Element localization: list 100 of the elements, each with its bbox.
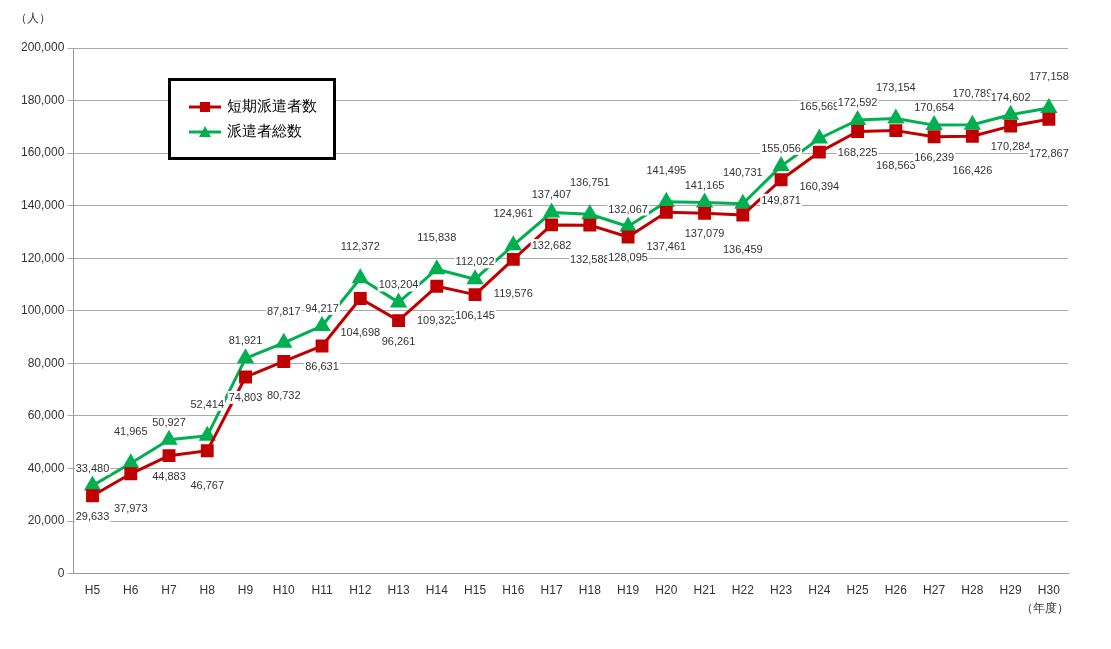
point xyxy=(162,449,176,463)
point xyxy=(698,206,712,220)
x-tick-label: H21 xyxy=(693,583,716,598)
point xyxy=(697,194,713,208)
point xyxy=(161,431,177,445)
data-label: 136,459 xyxy=(722,242,763,255)
x-tick-label: H16 xyxy=(502,583,525,598)
point xyxy=(583,218,597,232)
point xyxy=(545,218,559,232)
y-tick-label: 100,000 xyxy=(20,303,65,318)
point xyxy=(851,125,865,138)
data-label: 166,426 xyxy=(952,164,993,177)
point xyxy=(124,467,138,481)
data-label: 109,323 xyxy=(416,314,457,327)
data-label: 96,261 xyxy=(381,334,416,347)
x-tick-label: H17 xyxy=(540,583,563,598)
x-tick-label: H27 xyxy=(923,583,946,598)
x-tick-label: H10 xyxy=(272,583,296,598)
data-label: 166,239 xyxy=(914,150,954,163)
legend-label: 派遣者総数 xyxy=(227,122,302,141)
point xyxy=(468,288,482,302)
y-tick-label: 20,000 xyxy=(27,513,65,528)
y-tick-label: 160,000 xyxy=(20,145,65,160)
x-tick-label: H26 xyxy=(884,583,908,598)
x-tick-label: H28 xyxy=(961,583,984,598)
point xyxy=(84,477,101,491)
data-label: 132,588 xyxy=(569,253,610,266)
data-label: 81,921 xyxy=(228,334,263,347)
point xyxy=(811,129,827,144)
point xyxy=(199,427,215,441)
data-label: 119,576 xyxy=(493,287,533,300)
data-label: 140,731 xyxy=(722,165,763,178)
data-label: 137,407 xyxy=(531,188,572,201)
point xyxy=(926,116,942,131)
point xyxy=(620,218,636,232)
point xyxy=(277,354,291,368)
point xyxy=(1042,112,1056,126)
x-tick-label: H7 xyxy=(161,583,178,598)
x-axis-title: （年度） xyxy=(1020,600,1069,615)
data-label: 170,284 xyxy=(990,140,1031,153)
point xyxy=(658,193,674,207)
point xyxy=(200,444,214,458)
point xyxy=(467,270,483,285)
data-label: 104,698 xyxy=(340,326,381,339)
point xyxy=(774,173,788,187)
data-label: 168,225 xyxy=(837,145,878,158)
x-tick-label: H30 xyxy=(1037,583,1061,598)
point xyxy=(888,110,904,124)
point xyxy=(86,489,99,503)
data-label: 52,414 xyxy=(190,397,225,410)
data-label: 29,633 xyxy=(75,509,110,522)
y-tick-label: 0 xyxy=(57,565,65,580)
data-label: 87,817 xyxy=(266,304,301,317)
y-tick-label: 140,000 xyxy=(20,197,65,212)
data-label: 41,965 xyxy=(113,425,148,438)
data-label: 137,079 xyxy=(684,227,725,240)
x-tick-label: H6 xyxy=(123,583,139,598)
point xyxy=(964,116,980,130)
data-label: 103,204 xyxy=(378,278,419,291)
point xyxy=(812,145,826,159)
data-label: 141,495 xyxy=(646,163,687,176)
point xyxy=(544,203,560,218)
point xyxy=(735,195,751,209)
x-tick-label: H13 xyxy=(387,583,410,598)
data-label: 141,165 xyxy=(684,178,725,191)
x-tick-label: H23 xyxy=(770,583,793,598)
data-label: 149,871 xyxy=(761,193,801,206)
point xyxy=(927,130,941,144)
x-tick-label: H25 xyxy=(846,583,869,598)
data-label: 174,602 xyxy=(990,90,1031,103)
x-tick-label: H18 xyxy=(578,583,602,598)
data-label: 172,592 xyxy=(837,96,878,109)
data-label: 172,867 xyxy=(1028,147,1069,160)
data-label: 173,154 xyxy=(875,80,916,93)
data-label: 37,973 xyxy=(113,501,148,514)
x-tick-label: H24 xyxy=(808,583,831,598)
y-tick-label: 60,000 xyxy=(27,408,65,423)
point xyxy=(314,317,330,331)
point xyxy=(736,208,750,222)
x-tick-label: H14 xyxy=(425,583,449,598)
point xyxy=(965,129,979,143)
point xyxy=(850,111,866,126)
point xyxy=(237,349,254,364)
point xyxy=(353,292,367,305)
x-tick-label: H12 xyxy=(349,583,372,598)
x-tick-label: H20 xyxy=(655,583,678,598)
data-label: 160,394 xyxy=(799,180,840,193)
data-label: 136,751 xyxy=(569,176,610,189)
data-label: 44,883 xyxy=(152,469,186,482)
point xyxy=(773,157,789,172)
data-label: 137,461 xyxy=(646,240,687,253)
x-tick-label: H11 xyxy=(311,583,333,598)
point xyxy=(392,314,405,328)
point xyxy=(659,205,673,219)
point xyxy=(390,293,407,308)
point xyxy=(506,252,520,266)
data-label: 177,158 xyxy=(1028,70,1069,83)
point xyxy=(352,269,368,284)
point xyxy=(889,124,903,138)
x-tick-label: H5 xyxy=(84,583,101,598)
